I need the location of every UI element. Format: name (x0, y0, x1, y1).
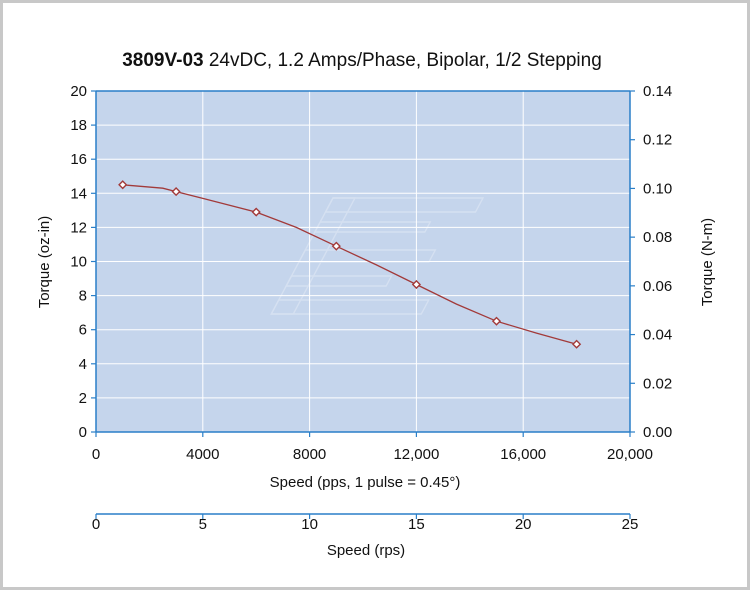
x2-tick-label-1: 5 (199, 516, 207, 533)
y-tick-label-9: 18 (70, 117, 87, 134)
y2-tick-label-2: 0.04 (643, 327, 672, 344)
y2-tick-label-4: 0.08 (643, 229, 672, 246)
data-point-2 (251, 207, 261, 217)
watermark-stem (270, 197, 357, 315)
tick-labels: 0 4000 8000 12,000 16,000 20,000 0 2 4 6 8 10 12 14 16… (70, 83, 672, 533)
y-tick-label-2: 4 (79, 356, 87, 373)
x-tick-label-0: 0 (92, 446, 100, 463)
data-point-5 (491, 316, 502, 326)
y-tick-label-8: 16 (70, 151, 87, 168)
y-tick-label-7: 14 (70, 185, 87, 202)
series-line-0 (122, 184, 577, 345)
y2-tick-label-5: 0.10 (643, 180, 672, 197)
chart-title-model: 3809V-03 (122, 50, 203, 71)
x-tick-label-4: 16,000 (500, 446, 546, 463)
grid-lines (96, 91, 630, 432)
x2-tick-label-4: 20 (515, 516, 532, 533)
data-point-4 (411, 279, 421, 290)
watermark-bar-4 (270, 299, 430, 315)
x-axis-label: Speed (pps, 1 pulse = 0.45°) (270, 474, 461, 491)
data-point-3 (331, 241, 341, 251)
chart-title-specs: 24vDC, 1.2 Amps/Phase, Bipolar, 1/2 Step… (204, 50, 602, 71)
y-tick-label-5: 10 (70, 254, 87, 271)
y2-tick-label-3: 0.06 (643, 278, 672, 295)
data-series (118, 180, 582, 349)
x2-tick-label-3: 15 (408, 516, 425, 533)
y2-tick-label-1: 0.02 (643, 375, 672, 392)
chart-title: 3809V-03 24vDC, 1.2 Amps/Phase, Bipolar,… (122, 50, 602, 71)
y2-tick-label-7: 0.14 (643, 83, 672, 100)
x-tick-label-5: 20,000 (607, 446, 653, 463)
data-point-6 (572, 339, 582, 349)
y-tick-label-3: 6 (79, 322, 87, 339)
watermark-bar-3 (285, 275, 393, 287)
y2-axis-label: Torque (N-m) (699, 218, 716, 306)
x2-tick-label-0: 0 (92, 516, 100, 533)
y-tick-label-1: 2 (79, 390, 87, 407)
y2-tick-label-0: 0.00 (643, 424, 672, 441)
data-point-0 (118, 180, 128, 190)
y-tick-label-4: 8 (79, 288, 87, 305)
y-tick-label-0: 0 (79, 424, 87, 441)
x-tick-label-3: 12,000 (393, 446, 439, 463)
x-tick-label-1: 4000 (186, 446, 219, 463)
axes (91, 90, 635, 519)
x2-axis-label: Speed (rps) (327, 542, 405, 559)
x2-tick-label-5: 25 (622, 516, 639, 533)
y-tick-label-10: 20 (70, 83, 87, 100)
y-axis-label: Torque (oz-in) (36, 216, 53, 309)
x2-tick-label-2: 10 (301, 516, 318, 533)
y2-tick-label-6: 0.12 (643, 132, 672, 149)
x-tick-label-2: 8000 (293, 446, 326, 463)
watermark-bar-0 (324, 197, 485, 213)
data-point-1 (171, 187, 181, 197)
y-tick-label-6: 12 (70, 219, 87, 236)
